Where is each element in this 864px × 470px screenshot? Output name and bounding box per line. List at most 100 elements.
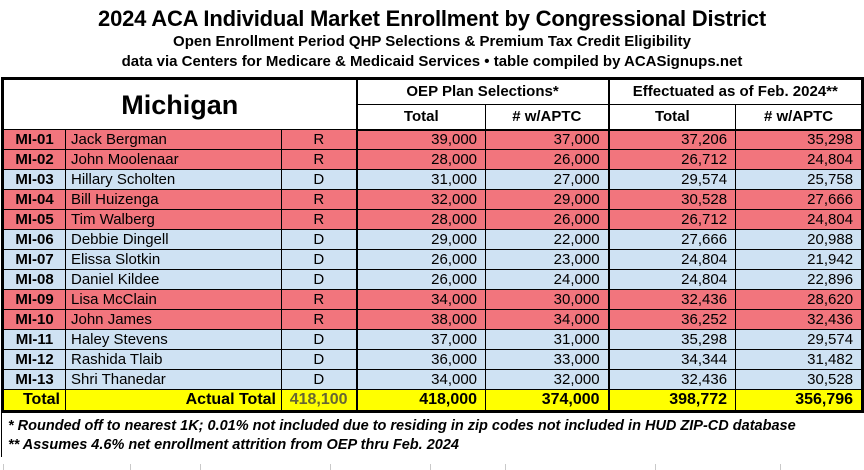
table-row: MI-12 Rashida Tlaib D 36,000 33,000 34,344 31,… xyxy=(2,349,864,370)
party-cell: D xyxy=(280,169,358,190)
oep-total-cell: 37,000 xyxy=(355,329,487,350)
subheader-eff-aptc: # w/APTC xyxy=(735,104,864,131)
eff-aptc-cell: 30,528 xyxy=(735,369,864,390)
actual-total-value: 418,100 xyxy=(280,389,358,412)
footnote-2: ** Assumes 4.6% net enrollment attrition… xyxy=(8,437,459,453)
oep-aptc-cell: 24,000 xyxy=(485,269,610,290)
oep-aptc-cell: 29,000 xyxy=(485,189,610,210)
party-cell: D xyxy=(280,229,358,250)
rep-name-cell: Haley Stevens xyxy=(65,329,282,350)
eff-total-cell: 30,528 xyxy=(607,189,737,210)
total-label: Total xyxy=(2,389,66,412)
eff-total-cell: 26,712 xyxy=(607,149,737,170)
eff-total-cell: 37,206 xyxy=(607,129,737,150)
rep-name-cell: Shri Thanedar xyxy=(65,369,282,390)
eff-total-cell: 24,804 xyxy=(607,269,737,290)
party-cell: D xyxy=(280,249,358,270)
district-cell: MI-12 xyxy=(2,349,66,370)
party-cell: R xyxy=(280,209,358,230)
district-cell: MI-02 xyxy=(2,149,66,170)
eff-total-cell: 26,712 xyxy=(607,209,737,230)
total-oep-total: 418,000 xyxy=(355,389,487,412)
page-subtitle-1: Open Enrollment Period QHP Selections & … xyxy=(173,33,691,50)
table-row: MI-10 John James R 38,000 34,000 36,252 32,436 xyxy=(2,309,864,330)
eff-aptc-cell: 28,620 xyxy=(735,289,864,310)
oep-aptc-cell: 23,000 xyxy=(485,249,610,270)
eff-total-cell: 35,298 xyxy=(607,329,737,350)
district-cell: MI-09 xyxy=(2,289,66,310)
oep-total-cell: 28,000 xyxy=(355,149,487,170)
oep-total-cell: 39,000 xyxy=(355,129,487,150)
eff-aptc-cell: 32,436 xyxy=(735,309,864,330)
eff-total-cell: 24,804 xyxy=(607,249,737,270)
eff-total-cell: 36,252 xyxy=(607,309,737,330)
group-header-effectuated: Effectuated as of Feb. 2024** xyxy=(607,78,864,105)
eff-total-cell: 34,344 xyxy=(607,349,737,370)
eff-aptc-cell: 24,804 xyxy=(735,209,864,230)
party-cell: R xyxy=(280,189,358,210)
actual-total-label: Actual Total xyxy=(65,389,282,412)
party-cell: D xyxy=(280,369,358,390)
party-cell: R xyxy=(280,309,358,330)
district-cell: MI-08 xyxy=(2,269,66,290)
page-subtitle-2: data via Centers for Medicare & Medicaid… xyxy=(121,53,743,70)
oep-aptc-cell: 26,000 xyxy=(485,149,610,170)
rep-name-cell: Debbie Dingell xyxy=(65,229,282,250)
district-cell: MI-03 xyxy=(2,169,66,190)
eff-total-cell: 27,666 xyxy=(607,229,737,250)
rep-name-cell: John James xyxy=(65,309,282,330)
party-cell: D xyxy=(280,349,358,370)
eff-aptc-cell: 27,666 xyxy=(735,189,864,210)
table-row: MI-07 Elissa Slotkin D 26,000 23,000 24,804 21… xyxy=(2,249,864,270)
eff-aptc-cell: 20,988 xyxy=(735,229,864,250)
oep-aptc-cell: 37,000 xyxy=(485,129,610,150)
rep-name-cell: Lisa McClain xyxy=(65,289,282,310)
rep-name-cell: John Moolenaar xyxy=(65,149,282,170)
rep-name-cell: Bill Huizenga xyxy=(65,189,282,210)
eff-aptc-cell: 22,896 xyxy=(735,269,864,290)
oep-total-cell: 26,000 xyxy=(355,269,487,290)
table-row: MI-06 Debbie Dingell D 29,000 22,000 27,666 20… xyxy=(2,229,864,250)
oep-total-cell: 29,000 xyxy=(355,229,487,250)
table-row: MI-04 Bill Huizenga R 32,000 29,000 30,528 27,… xyxy=(2,189,864,210)
table-header-row-groups: Michigan OEP Plan Selections* Effectuate… xyxy=(1,78,864,130)
total-eff-aptc: 356,796 xyxy=(735,389,864,412)
table-row: MI-08 Daniel Kildee D 26,000 24,000 24,804 22,… xyxy=(2,269,864,290)
rep-name-cell: Jack Bergman xyxy=(65,129,282,150)
table-row: MI-09 Lisa McClain R 34,000 30,000 32,436 28,6… xyxy=(2,289,864,310)
oep-total-cell: 36,000 xyxy=(355,349,487,370)
table-header-row-sub: Total # w/APTC Total # w/APTC xyxy=(3,104,864,131)
rep-name-cell: Rashida Tlaib xyxy=(65,349,282,370)
eff-total-cell: 32,436 xyxy=(607,289,737,310)
eff-aptc-cell: 35,298 xyxy=(735,129,864,150)
oep-total-cell: 28,000 xyxy=(355,209,487,230)
district-cell: MI-11 xyxy=(2,329,66,350)
table-row: MI-02 John Moolenaar R 28,000 26,000 26,712 24… xyxy=(2,149,864,170)
oep-aptc-cell: 32,000 xyxy=(485,369,610,390)
table-row: MI-03 Hillary Scholten D 31,000 27,000 29,574… xyxy=(2,169,864,190)
district-cell: MI-06 xyxy=(2,229,66,250)
footnotes: * Rounded off to nearest 1K; 0.01% not i… xyxy=(1,413,863,457)
eff-aptc-cell: 31,482 xyxy=(735,349,864,370)
district-cell: MI-04 xyxy=(2,189,66,210)
party-cell: R xyxy=(280,149,358,170)
page-title: 2024 ACA Individual Market Enrollment by… xyxy=(98,6,766,31)
total-eff-total: 398,772 xyxy=(607,389,737,412)
subheader-oep-aptc: # w/APTC xyxy=(485,104,610,131)
footnote-1: * Rounded off to nearest 1K; 0.01% not i… xyxy=(8,418,796,434)
total-oep-aptc: 374,000 xyxy=(485,389,610,412)
group-header-oep-selections: OEP Plan Selections* xyxy=(356,78,610,105)
spreadsheet-gridline-stubs xyxy=(0,464,864,470)
table-row: MI-11 Haley Stevens D 37,000 31,000 35,298 29,… xyxy=(2,329,864,350)
oep-total-cell: 38,000 xyxy=(355,309,487,330)
eff-aptc-cell: 24,804 xyxy=(735,149,864,170)
party-cell: D xyxy=(280,329,358,350)
district-cell: MI-10 xyxy=(2,309,66,330)
oep-total-cell: 31,000 xyxy=(355,169,487,190)
table-row: MI-05 Tim Walberg R 28,000 26,000 26,712 24,80… xyxy=(2,209,864,230)
oep-total-cell: 34,000 xyxy=(355,369,487,390)
subheader-oep-total: Total xyxy=(356,104,487,131)
eff-total-cell: 29,574 xyxy=(607,169,737,190)
oep-total-cell: 32,000 xyxy=(355,189,487,210)
